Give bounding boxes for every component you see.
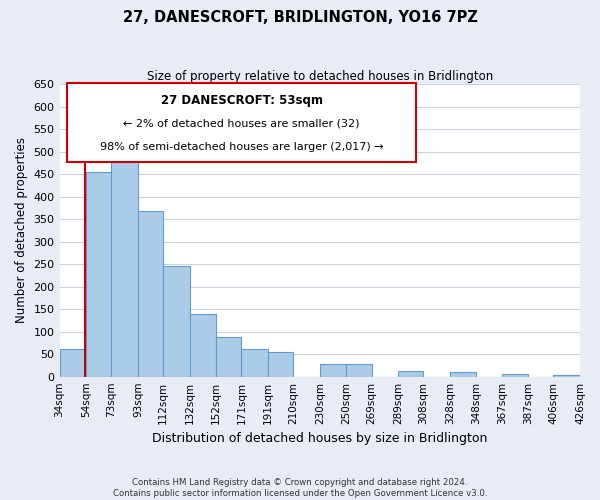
Text: 27 DANESCROFT: 53sqm: 27 DANESCROFT: 53sqm	[161, 94, 323, 108]
Title: Size of property relative to detached houses in Bridlington: Size of property relative to detached ho…	[146, 70, 493, 83]
Bar	[268, 352, 293, 376]
Bar	[398, 372, 424, 376]
Text: 98% of semi-detached houses are larger (2,017) →: 98% of semi-detached houses are larger (…	[100, 142, 383, 152]
Bar	[216, 336, 241, 376]
Bar	[163, 266, 190, 376]
Bar	[138, 211, 163, 376]
FancyBboxPatch shape	[67, 82, 416, 162]
Bar	[86, 172, 112, 376]
Bar	[190, 314, 216, 376]
Bar	[59, 349, 86, 376]
Bar	[112, 143, 138, 376]
Bar	[346, 364, 371, 376]
Text: Contains HM Land Registry data © Crown copyright and database right 2024.
Contai: Contains HM Land Registry data © Crown c…	[113, 478, 487, 498]
Text: ← 2% of detached houses are smaller (32): ← 2% of detached houses are smaller (32)	[124, 118, 360, 128]
Bar	[241, 349, 268, 376]
Y-axis label: Number of detached properties: Number of detached properties	[15, 138, 28, 324]
X-axis label: Distribution of detached houses by size in Bridlington: Distribution of detached houses by size …	[152, 432, 487, 445]
Bar	[320, 364, 346, 376]
Bar	[502, 374, 528, 376]
Text: 27, DANESCROFT, BRIDLINGTON, YO16 7PZ: 27, DANESCROFT, BRIDLINGTON, YO16 7PZ	[122, 10, 478, 25]
Bar	[450, 372, 476, 376]
